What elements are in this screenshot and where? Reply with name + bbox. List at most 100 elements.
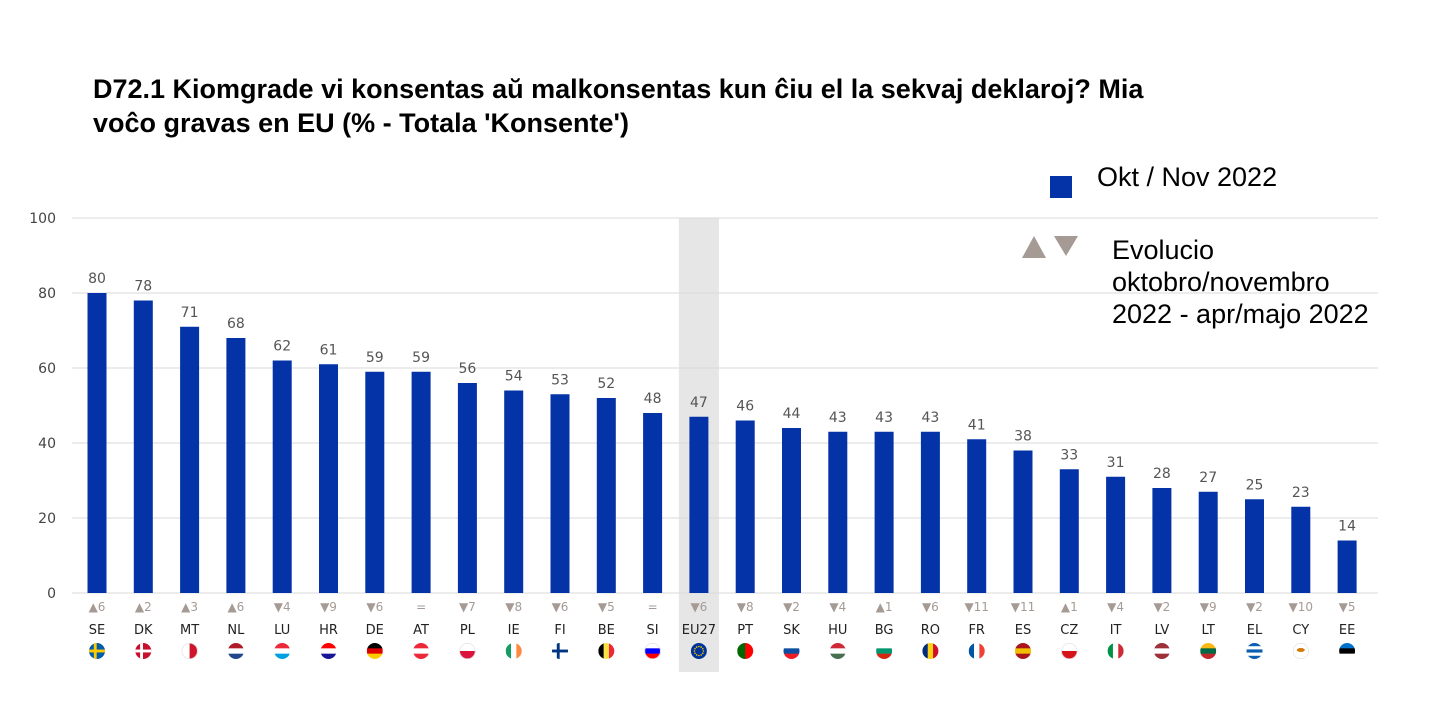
flag-stripe bbox=[320, 643, 337, 649]
flag-stripe bbox=[1246, 652, 1263, 657]
flag-stripe bbox=[974, 643, 980, 659]
flag-cross bbox=[552, 649, 568, 653]
flag-stripe bbox=[829, 653, 846, 659]
value-label: 56 bbox=[458, 361, 476, 377]
flag-stripe bbox=[274, 643, 291, 649]
chart-title-line-2: voĉo gravas en EU (% - Totala 'Konsente'… bbox=[93, 108, 629, 138]
flag-stripe bbox=[274, 653, 291, 659]
bar bbox=[272, 360, 292, 593]
bar bbox=[782, 428, 801, 593]
flag-se-icon bbox=[89, 643, 105, 659]
change-label: ▼2 bbox=[1246, 600, 1263, 614]
flag-stripe bbox=[459, 651, 476, 659]
flag-stripe bbox=[1112, 643, 1119, 659]
flag-stripe bbox=[1200, 643, 1217, 649]
flag-stripe bbox=[227, 648, 244, 654]
flag-star bbox=[701, 647, 704, 650]
flag-stripe bbox=[1118, 643, 1124, 659]
flag-at-icon bbox=[413, 643, 430, 659]
legend-evolution-label: Evolucio oktobro/novembro 2022 - apr/maj… bbox=[1112, 234, 1442, 330]
category-label: CZ bbox=[1060, 623, 1078, 638]
value-label: 59 bbox=[412, 350, 430, 366]
y-tick-label: 80 bbox=[38, 286, 56, 302]
change-label: ▲2 bbox=[135, 600, 152, 614]
flag-stripe bbox=[189, 643, 198, 659]
bar bbox=[319, 364, 338, 593]
flag-stripe bbox=[511, 643, 517, 659]
flag-bg-icon bbox=[876, 643, 893, 659]
category-label: MT bbox=[180, 623, 199, 638]
category-label: BE bbox=[598, 623, 615, 638]
category-label: SI bbox=[647, 623, 659, 638]
bar bbox=[411, 371, 431, 593]
flag-star bbox=[702, 650, 705, 652]
bar bbox=[967, 439, 987, 593]
flag-outline bbox=[1292, 642, 1309, 659]
value-label: 41 bbox=[968, 417, 986, 433]
flag-stripe bbox=[413, 653, 430, 659]
bar bbox=[550, 394, 570, 593]
change-label: ▲1 bbox=[1061, 600, 1078, 614]
flag-pt-icon bbox=[737, 643, 754, 659]
flag-dk-icon bbox=[135, 643, 152, 659]
flag-ie-icon bbox=[505, 643, 522, 659]
change-label: ▲1 bbox=[876, 600, 893, 614]
y-tick-label: 20 bbox=[38, 511, 56, 527]
bar bbox=[643, 413, 663, 593]
bar bbox=[1291, 506, 1311, 593]
flag-stripe bbox=[644, 643, 661, 649]
flag-stripe bbox=[1015, 648, 1031, 654]
flag-ro-icon bbox=[922, 643, 939, 659]
flag-star bbox=[695, 646, 698, 648]
value-label: 14 bbox=[1338, 519, 1356, 535]
y-tick-label: 100 bbox=[29, 211, 56, 227]
change-labels: ▲6 ▲2 ▲3 ▲6 ▼4 ▼9 ▼6 = ▼7 ▼8 ▼6 ▼5 = ▼6 ▼8 ▼2 ▼4 ▲1 ▼6 ▼11 ▼… bbox=[89, 600, 1356, 614]
change-label: ▼6 bbox=[922, 600, 939, 614]
flag-stripe bbox=[783, 653, 800, 659]
flag-star bbox=[698, 645, 700, 648]
bar bbox=[1013, 450, 1033, 593]
change-label: ▼7 bbox=[459, 600, 476, 614]
category-label: FR bbox=[968, 623, 985, 638]
flag-stripe bbox=[933, 643, 939, 659]
category-label: FI bbox=[554, 623, 565, 638]
category-label: SE bbox=[89, 623, 105, 638]
flag-lv-icon bbox=[1153, 643, 1170, 659]
y-tick-label: 40 bbox=[38, 436, 56, 452]
flag-ee-icon bbox=[1339, 643, 1356, 659]
change-label: ▲6 bbox=[227, 600, 244, 614]
value-label: 80 bbox=[88, 271, 106, 287]
flag-star bbox=[700, 654, 702, 656]
legend-evolution-line-2: oktobro/novembro bbox=[1112, 267, 1330, 297]
value-label: 31 bbox=[1107, 455, 1125, 471]
flag-hr-icon bbox=[320, 643, 337, 659]
flag-stripe bbox=[274, 648, 291, 654]
change-label: ▼2 bbox=[783, 600, 800, 614]
chart-title-line-1: D72.1 Kiomgrade vi konsentas aŭ malkonse… bbox=[93, 74, 1144, 104]
flag-stripe bbox=[505, 643, 512, 659]
category-label: DK bbox=[134, 623, 153, 638]
category-label: IE bbox=[508, 623, 520, 638]
flag-sk-icon bbox=[783, 643, 800, 659]
category-labels: SE DK MT NL LU HR DE AT PL IE FI BE SI EU27 PT SK HU BG RO… bbox=[89, 623, 1356, 638]
flag-lu-icon bbox=[274, 643, 291, 659]
change-label: ▼6 bbox=[366, 600, 383, 614]
value-label: 47 bbox=[690, 395, 708, 411]
value-label: 62 bbox=[273, 339, 291, 355]
flag-icons bbox=[89, 642, 1356, 659]
bar bbox=[504, 390, 524, 593]
change-label: = bbox=[648, 600, 658, 614]
flag-stripe bbox=[1339, 643, 1356, 649]
bar bbox=[920, 431, 940, 593]
flag-stripe bbox=[876, 648, 893, 654]
value-label: 61 bbox=[320, 342, 338, 358]
change-label: ▼11 bbox=[964, 600, 989, 614]
change-label: ▼9 bbox=[320, 600, 337, 614]
flag-stripe bbox=[1246, 643, 1263, 647]
flag-outline bbox=[1061, 642, 1078, 659]
category-label: BG bbox=[875, 623, 894, 638]
flag-stripe bbox=[366, 648, 383, 654]
change-label: ▼4 bbox=[829, 600, 846, 614]
flag-stripe bbox=[516, 643, 522, 659]
